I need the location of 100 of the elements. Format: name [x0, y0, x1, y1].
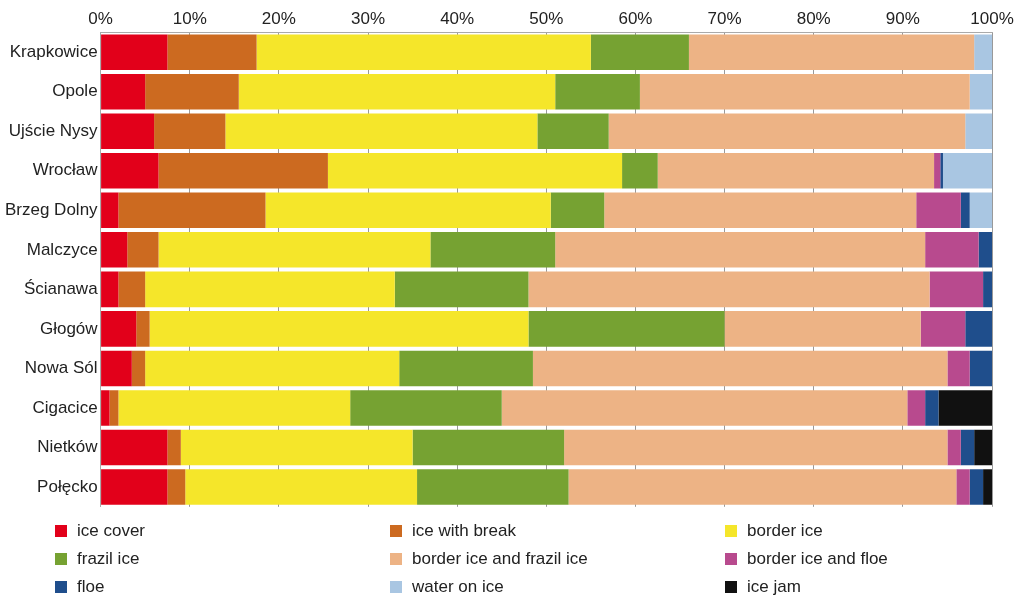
bar	[101, 271, 119, 308]
x-tick-label: 90%	[885, 8, 920, 28]
bar	[265, 192, 551, 229]
bar	[154, 113, 226, 150]
y-tick-label: Krapkowice	[9, 41, 98, 61]
legend-label: ice jam	[747, 577, 801, 597]
bar	[101, 311, 137, 347]
bar	[501, 390, 908, 426]
bar	[688, 34, 975, 70]
bar	[127, 232, 159, 268]
bar	[417, 469, 569, 505]
legend-label: border ice and frazil ice	[412, 549, 588, 569]
bar	[101, 429, 168, 466]
legend-label: water on ice	[412, 577, 504, 597]
bar	[974, 429, 992, 466]
bar	[528, 311, 725, 347]
bar	[430, 232, 556, 268]
bar	[555, 73, 640, 110]
bar	[136, 311, 150, 347]
bar	[256, 34, 591, 70]
x-tick-label: 60%	[618, 8, 653, 28]
bar	[983, 469, 992, 505]
y-tick-label: Połęcko	[37, 476, 98, 496]
bar	[158, 232, 431, 268]
bar	[608, 113, 966, 150]
bar	[528, 271, 930, 308]
bar	[101, 192, 119, 229]
bar	[622, 152, 658, 189]
legend-label: floe	[77, 577, 105, 597]
bar	[327, 152, 623, 189]
bar	[225, 113, 538, 150]
legend-label: ice cover	[77, 521, 146, 541]
y-tick-label: Opole	[52, 81, 98, 101]
bar	[118, 390, 351, 426]
y-tick-label: Malczyce	[26, 239, 98, 259]
bar	[537, 113, 609, 150]
bar	[564, 429, 948, 466]
bar	[555, 232, 926, 268]
y-tick-label: Głogów	[39, 318, 99, 338]
bar	[167, 429, 181, 466]
bar	[118, 192, 266, 229]
y-tick-label: Nietków	[37, 437, 99, 457]
bar	[149, 311, 529, 347]
bar	[969, 469, 984, 505]
y-tick-label: Brzeg Dolny	[4, 199, 99, 219]
bar	[969, 73, 992, 110]
bar	[916, 192, 961, 229]
bar	[938, 390, 992, 426]
bar	[350, 390, 502, 426]
x-tick-label: 100%	[970, 8, 1014, 28]
y-tick-label: Nowa Sól	[24, 358, 98, 378]
x-tick-label: 40%	[440, 8, 475, 28]
bar	[101, 390, 110, 426]
bar	[657, 152, 935, 189]
bar	[942, 152, 992, 189]
bar	[145, 271, 395, 308]
bar	[929, 271, 984, 308]
legend-label: ice with break	[412, 521, 516, 541]
legend-label: border ice and floe	[747, 549, 888, 569]
bar	[965, 113, 992, 150]
bar	[940, 152, 943, 189]
bar	[394, 271, 529, 308]
bar	[412, 429, 565, 466]
y-tick-label: Cigacice	[32, 397, 98, 417]
bar	[947, 429, 961, 466]
bar	[925, 232, 979, 268]
bar	[983, 271, 992, 308]
y-tick-label: Wrocław	[32, 160, 99, 180]
bar	[568, 469, 957, 505]
bar	[920, 311, 966, 347]
bar	[969, 350, 992, 387]
bar	[238, 73, 556, 110]
bar	[145, 350, 400, 387]
bar	[639, 73, 970, 110]
bar	[907, 390, 926, 426]
bar	[145, 73, 239, 110]
bar	[947, 350, 970, 387]
x-tick-label: 20%	[261, 8, 296, 28]
x-tick-label: 0%	[88, 8, 113, 28]
bar	[724, 311, 921, 347]
bar	[185, 469, 418, 505]
x-tick-label: 70%	[707, 8, 742, 28]
bar	[965, 311, 992, 347]
bar	[167, 469, 186, 505]
x-tick-label: 10%	[172, 8, 207, 28]
bar	[109, 390, 119, 426]
bar	[101, 73, 146, 110]
bar	[934, 152, 941, 189]
bar	[101, 113, 155, 150]
y-tick-label: Ścianawa	[23, 279, 99, 299]
bar	[180, 429, 413, 466]
bar	[956, 469, 970, 505]
bar	[101, 152, 159, 189]
bar	[158, 152, 328, 189]
bar	[590, 34, 689, 70]
y-tick-label: Ujście Nysy	[8, 120, 99, 140]
bar	[969, 192, 992, 229]
bar	[604, 192, 917, 229]
bar	[925, 390, 939, 426]
bar	[101, 469, 168, 505]
